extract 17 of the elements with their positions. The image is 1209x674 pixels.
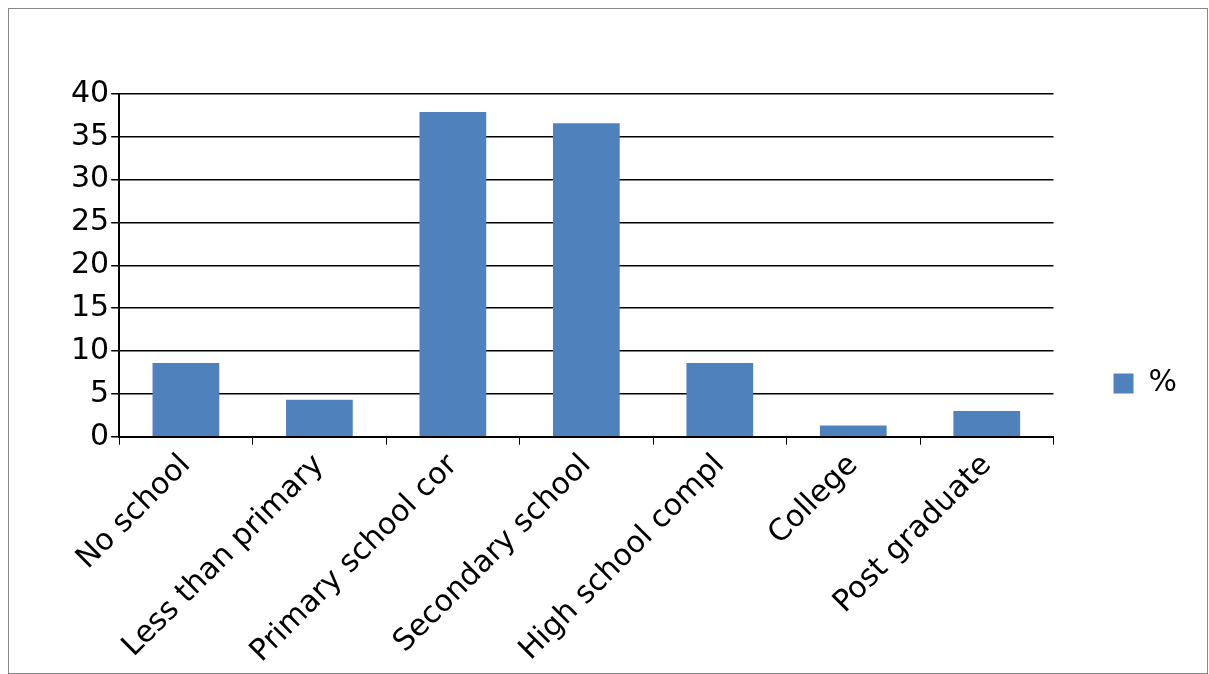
bar [286, 399, 353, 436]
y-tick-label: 0 [90, 416, 110, 452]
y-tick-label: 20 [70, 245, 110, 281]
y-tick-label: 35 [70, 116, 110, 152]
y-tick-label: 25 [70, 202, 110, 238]
bar [552, 123, 620, 436]
bar [419, 111, 487, 436]
y-tick-label: 10 [70, 330, 110, 366]
y-tick-label: 15 [70, 287, 110, 323]
y-tick-label: 5 [90, 373, 110, 409]
bar [953, 411, 1021, 436]
bar [152, 363, 220, 436]
bar [819, 425, 887, 436]
y-tick-label: 40 [70, 73, 110, 109]
y-tick-label: 30 [70, 159, 110, 195]
legend-label: % [1148, 363, 1178, 399]
bar [686, 363, 754, 436]
